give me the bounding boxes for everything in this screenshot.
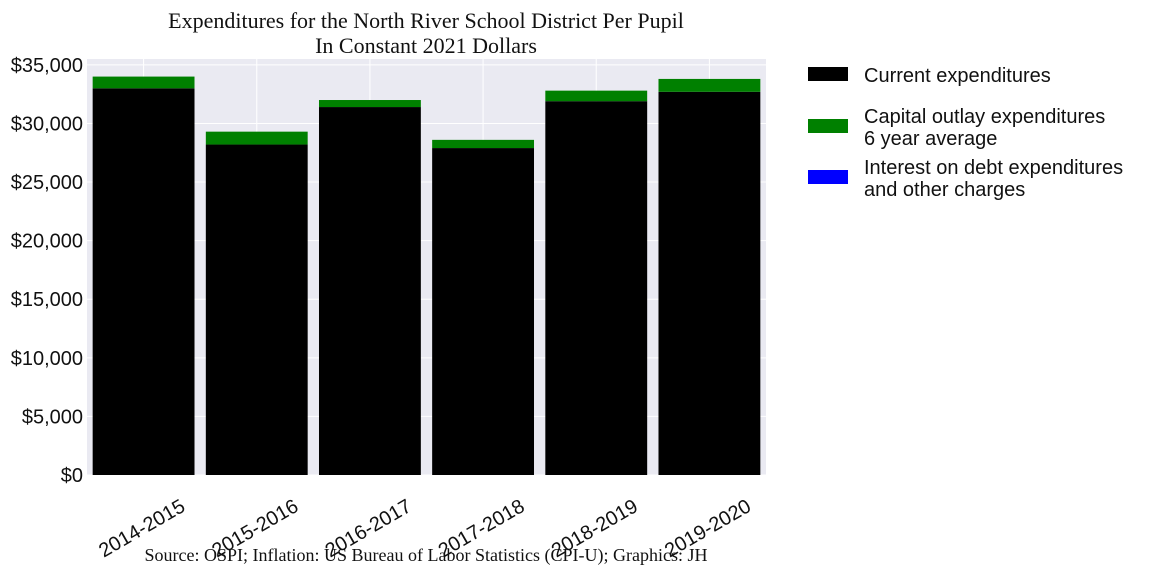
bar-current-2016-2017 <box>318 107 421 475</box>
y-tick-label: $35,000 <box>11 55 83 77</box>
bar-capital-2016-2017 <box>318 100 421 108</box>
legend-swatch <box>808 119 848 133</box>
bar-capital-2017-2018 <box>432 139 535 149</box>
y-tick-label: $15,000 <box>11 289 83 311</box>
y-tick-label: $20,000 <box>11 231 83 253</box>
bar-current-2015-2016 <box>205 144 308 476</box>
bar-current-2018-2019 <box>545 101 648 475</box>
bar-current-2017-2018 <box>432 148 535 476</box>
legend-swatch <box>808 67 848 81</box>
plot-area <box>87 59 766 475</box>
chart-title-line-2: In Constant 2021 Dollars <box>315 33 537 58</box>
chart-title-line-1: Expenditures for the North River School … <box>168 8 684 33</box>
y-tick-label: $30,000 <box>11 113 83 135</box>
bar-current-2019-2020 <box>658 91 761 475</box>
y-tick-label: $25,000 <box>11 172 83 194</box>
y-tick-label: $5,000 <box>22 406 83 428</box>
bars <box>92 76 761 476</box>
source-note: Source: OSPI; Inflation: US Bureau of La… <box>145 545 708 566</box>
bar-capital-2014-2015 <box>92 76 195 89</box>
y-tick-label: $10,000 <box>11 348 83 370</box>
bar-capital-2018-2019 <box>545 90 648 102</box>
legend-swatch <box>808 170 848 184</box>
bar-current-2014-2015 <box>92 88 195 475</box>
legend-label: Current expenditures <box>864 65 1051 87</box>
legend-label: Capital outlay expenditures 6 year averag… <box>864 106 1105 150</box>
legend: Current expenditures Capital outlay expen… <box>808 65 1123 201</box>
bar-capital-2019-2020 <box>658 78 761 92</box>
y-tick-label: $0 <box>61 465 83 487</box>
bar-capital-2015-2016 <box>205 131 308 145</box>
legend-label: Interest on debt expenditures and other c… <box>864 157 1123 201</box>
y-axis-ticks: $0 $5,000 $10,000 $15,000 $20,000 $25,000 $30,… <box>11 55 83 487</box>
